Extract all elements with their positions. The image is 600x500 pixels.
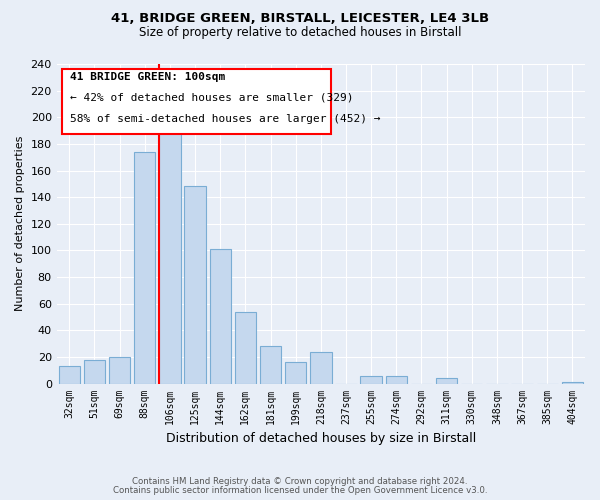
Text: Size of property relative to detached houses in Birstall: Size of property relative to detached ho… bbox=[139, 26, 461, 39]
Bar bbox=[235, 312, 256, 384]
Y-axis label: Number of detached properties: Number of detached properties bbox=[15, 136, 25, 312]
Bar bbox=[109, 357, 130, 384]
Text: 58% of semi-detached houses are larger (452) →: 58% of semi-detached houses are larger (… bbox=[70, 114, 380, 124]
Bar bbox=[562, 382, 583, 384]
Bar bbox=[59, 366, 80, 384]
Bar bbox=[386, 376, 407, 384]
FancyBboxPatch shape bbox=[62, 69, 331, 134]
Bar bbox=[285, 362, 307, 384]
X-axis label: Distribution of detached houses by size in Birstall: Distribution of detached houses by size … bbox=[166, 432, 476, 445]
Bar bbox=[84, 360, 105, 384]
Bar bbox=[361, 376, 382, 384]
Text: ← 42% of detached houses are smaller (329): ← 42% of detached houses are smaller (32… bbox=[70, 93, 353, 103]
Bar bbox=[436, 378, 457, 384]
Bar bbox=[159, 133, 181, 384]
Bar bbox=[134, 152, 155, 384]
Bar bbox=[209, 249, 231, 384]
Text: Contains HM Land Registry data © Crown copyright and database right 2024.: Contains HM Land Registry data © Crown c… bbox=[132, 477, 468, 486]
Bar bbox=[310, 352, 332, 384]
Bar bbox=[260, 346, 281, 384]
Text: Contains public sector information licensed under the Open Government Licence v3: Contains public sector information licen… bbox=[113, 486, 487, 495]
Text: 41 BRIDGE GREEN: 100sqm: 41 BRIDGE GREEN: 100sqm bbox=[70, 72, 225, 82]
Bar bbox=[184, 186, 206, 384]
Text: 41, BRIDGE GREEN, BIRSTALL, LEICESTER, LE4 3LB: 41, BRIDGE GREEN, BIRSTALL, LEICESTER, L… bbox=[111, 12, 489, 26]
